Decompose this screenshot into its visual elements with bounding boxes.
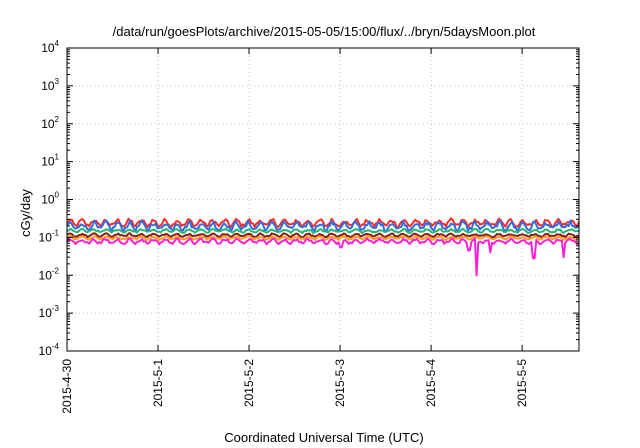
y-tick-base: 10 (39, 344, 53, 358)
y-tick-label: 103 (41, 77, 59, 93)
x-tick-label: 2015-5-5 (515, 359, 529, 407)
y-tick-exponent: 3 (55, 77, 60, 86)
y-tick-base: 10 (41, 79, 55, 93)
y-tick-label: 10-2 (39, 266, 60, 282)
y-tick-exponent: -1 (52, 228, 60, 237)
y-tick-exponent: -2 (52, 266, 60, 275)
y-tick-label: 10-3 (39, 304, 60, 320)
y-tick-exponent: 0 (55, 191, 60, 200)
y-tick-exponent: 1 (55, 153, 60, 162)
x-axis-tick-labels: 2015-4-30 2015-5-1 2015-5-2 2015-5-3 2015-5-… (60, 359, 529, 414)
y-tick-base: 10 (41, 117, 55, 131)
x-tick-label: 2015-5-1 (151, 359, 165, 407)
data-series (66, 217, 580, 277)
x-tick-label: 2015-5-3 (333, 359, 347, 407)
y-axis-label: cGy/day (18, 189, 33, 237)
y-tick-label: 10-1 (39, 228, 60, 244)
y-tick-exponent: 4 (55, 39, 60, 48)
series-line (66, 235, 580, 241)
y-tick-exponent: -3 (52, 304, 60, 313)
series-line (66, 217, 580, 229)
grid-lines (66, 47, 579, 352)
y-tick-label: 104 (41, 39, 59, 55)
series-line (66, 237, 580, 277)
y-tick-exponent: -4 (52, 342, 60, 351)
y-tick-label: 100 (41, 191, 59, 207)
y-tick-base: 10 (41, 155, 55, 169)
y-tick-label: 101 (41, 153, 59, 169)
x-tick-label: 2015-5-2 (242, 359, 256, 407)
y-tick-base: 10 (41, 41, 55, 55)
y-tick-label: 102 (41, 115, 59, 131)
y-tick-base: 10 (39, 306, 53, 320)
x-axis-label: Coordinated Universal Time (UTC) (224, 430, 423, 445)
y-tick-base: 10 (41, 193, 55, 207)
axis-ticks (66, 47, 579, 352)
y-tick-base: 10 (39, 230, 53, 244)
x-tick-label: 2015-5-4 (424, 359, 438, 407)
y-tick-label: 10-4 (39, 342, 60, 358)
y-tick-base: 10 (39, 268, 53, 282)
series-line (66, 232, 580, 239)
chart-title: /data/run/goesPlots/archive/2015-05-05/1… (113, 24, 536, 39)
y-tick-exponent: 2 (55, 115, 60, 124)
x-tick-label: 2015-4-30 (60, 359, 74, 414)
series-line (66, 227, 580, 234)
series-line (66, 219, 580, 233)
